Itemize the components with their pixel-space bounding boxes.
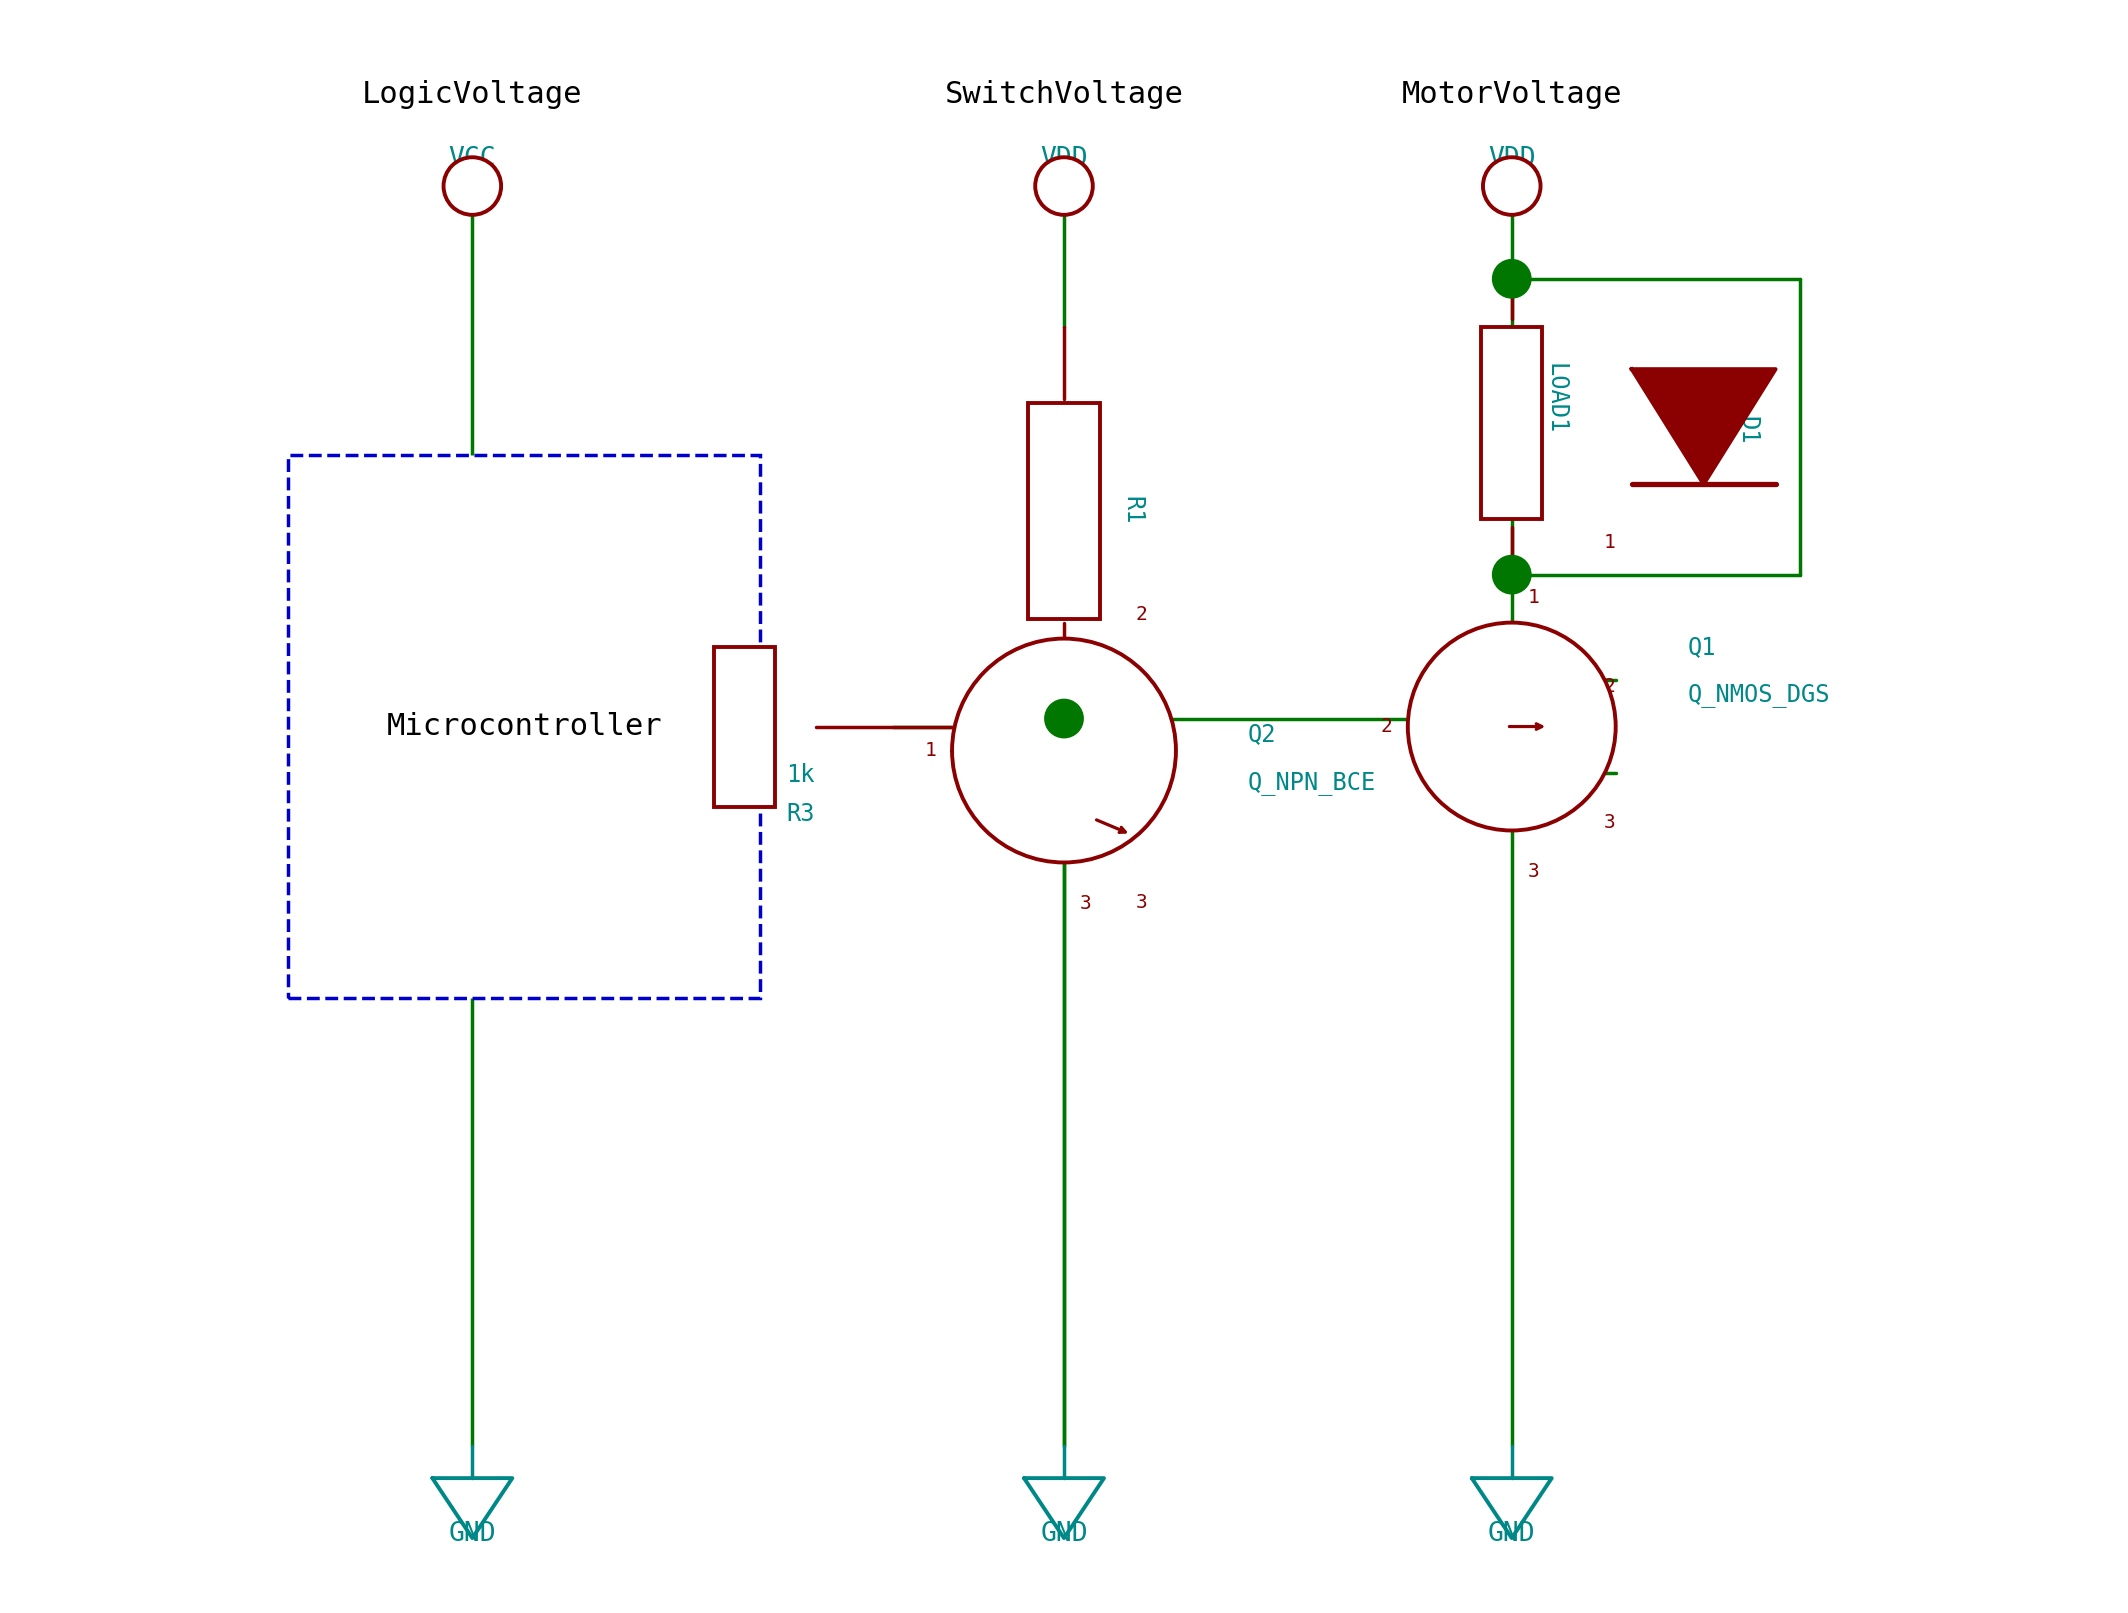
Text: 2: 2	[1381, 718, 1392, 736]
Text: Q2: Q2	[1247, 723, 1277, 747]
Text: VDD: VDD	[1487, 145, 1536, 173]
Circle shape	[1483, 156, 1541, 215]
Text: GND: GND	[1041, 1521, 1087, 1547]
Text: 10k: 10k	[1053, 489, 1077, 532]
Circle shape	[1492, 555, 1530, 594]
Text: GND: GND	[1487, 1521, 1536, 1547]
Polygon shape	[1632, 369, 1775, 484]
Circle shape	[1409, 623, 1615, 831]
Text: LogicVoltage: LogicVoltage	[362, 81, 583, 110]
Text: 1: 1	[1605, 534, 1615, 552]
Text: VDD: VDD	[1041, 145, 1087, 173]
Bar	[1028, 403, 1100, 619]
Text: MotorVoltage: MotorVoltage	[1402, 81, 1622, 110]
Text: SwitchVoltage: SwitchVoltage	[945, 81, 1183, 110]
Circle shape	[1492, 260, 1530, 298]
Text: LOAD1: LOAD1	[1543, 363, 1568, 434]
Text: 1k: 1k	[785, 763, 815, 787]
Text: 1: 1	[1100, 740, 1113, 760]
Text: 2: 2	[1136, 605, 1147, 624]
Text: GND: GND	[449, 1521, 496, 1547]
Text: 1: 1	[1528, 587, 1539, 606]
Text: 3: 3	[1605, 813, 1615, 832]
Text: 3: 3	[1528, 863, 1539, 881]
Text: 2: 2	[1605, 677, 1615, 697]
Circle shape	[1045, 700, 1083, 737]
Text: Q_NMOS_DGS: Q_NMOS_DGS	[1688, 682, 1830, 706]
Text: Q_NPN_BCE: Q_NPN_BCE	[1247, 771, 1377, 795]
Text: Q1: Q1	[1688, 634, 1715, 658]
Text: D1: D1	[1736, 416, 1760, 445]
FancyBboxPatch shape	[289, 455, 760, 998]
Circle shape	[951, 639, 1177, 863]
Text: VCC: VCC	[449, 145, 496, 173]
Text: 1: 1	[924, 740, 936, 760]
Text: Microcontroller: Microcontroller	[387, 711, 662, 740]
Text: R3: R3	[785, 803, 815, 826]
Bar	[713, 647, 775, 806]
Circle shape	[1034, 156, 1094, 215]
Text: R: R	[1496, 392, 1519, 406]
Text: D: D	[1683, 424, 1707, 437]
Text: R1: R1	[1119, 497, 1145, 524]
Text: 3: 3	[1081, 895, 1092, 913]
Bar	[1481, 327, 1543, 519]
Text: 2: 2	[1081, 603, 1092, 623]
Circle shape	[443, 156, 500, 215]
Text: 3: 3	[1136, 894, 1147, 911]
